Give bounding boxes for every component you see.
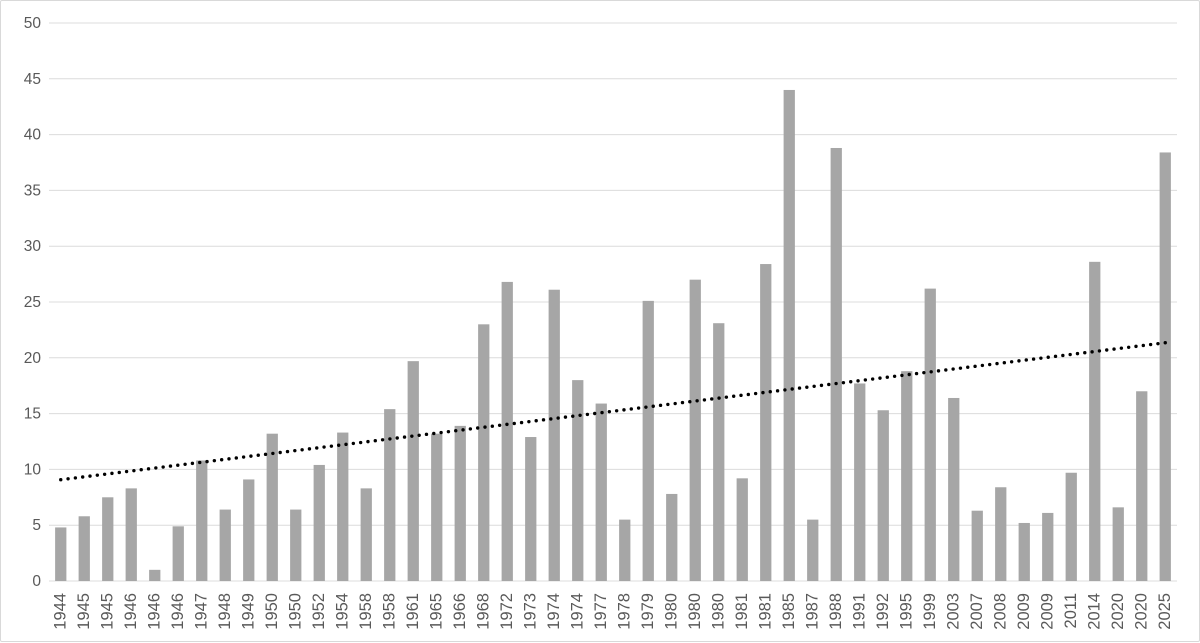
svg-text:2003: 2003	[944, 593, 962, 630]
svg-text:1945: 1945	[98, 593, 116, 630]
svg-text:25: 25	[24, 294, 41, 311]
svg-text:2020: 2020	[1109, 593, 1127, 630]
svg-text:0: 0	[32, 573, 41, 590]
svg-text:1981: 1981	[756, 593, 774, 630]
svg-text:1988: 1988	[827, 593, 845, 630]
svg-text:1954: 1954	[333, 593, 351, 630]
svg-text:1974: 1974	[545, 593, 563, 630]
svg-text:2009: 2009	[1015, 593, 1033, 630]
svg-text:1950: 1950	[286, 593, 304, 630]
svg-text:1977: 1977	[592, 593, 610, 630]
svg-text:2007: 2007	[968, 593, 986, 630]
svg-text:1966: 1966	[451, 593, 469, 630]
svg-text:2009: 2009	[1038, 593, 1056, 630]
svg-text:1949: 1949	[239, 593, 257, 630]
svg-text:1981: 1981	[733, 593, 751, 630]
svg-text:1944: 1944	[51, 593, 69, 630]
svg-text:1946: 1946	[145, 593, 163, 630]
svg-text:1947: 1947	[192, 593, 210, 630]
svg-text:1980: 1980	[709, 593, 727, 630]
svg-text:1973: 1973	[521, 593, 539, 630]
svg-text:1972: 1972	[498, 593, 516, 630]
svg-text:1985: 1985	[780, 593, 798, 630]
svg-text:2008: 2008	[991, 593, 1009, 630]
svg-text:10: 10	[24, 461, 42, 478]
svg-text:1980: 1980	[662, 593, 680, 630]
svg-text:1991: 1991	[850, 593, 868, 630]
svg-text:5: 5	[32, 517, 41, 534]
svg-text:20: 20	[24, 350, 42, 367]
svg-text:1952: 1952	[310, 593, 328, 630]
svg-text:1965: 1965	[427, 593, 445, 630]
svg-text:30: 30	[24, 238, 42, 255]
svg-text:40: 40	[24, 127, 42, 144]
svg-text:2014: 2014	[1085, 593, 1103, 630]
svg-text:2025: 2025	[1156, 593, 1174, 630]
svg-text:1961: 1961	[404, 593, 422, 630]
svg-text:1950: 1950	[263, 593, 281, 630]
svg-text:35: 35	[24, 182, 41, 199]
svg-text:2020: 2020	[1132, 593, 1150, 630]
svg-text:1946: 1946	[169, 593, 187, 630]
svg-text:45: 45	[24, 71, 41, 88]
svg-text:1946: 1946	[122, 593, 140, 630]
svg-text:1999: 1999	[921, 593, 939, 630]
svg-text:1979: 1979	[639, 593, 657, 630]
svg-text:1958: 1958	[357, 593, 375, 630]
svg-text:1968: 1968	[474, 593, 492, 630]
svg-text:1987: 1987	[803, 593, 821, 630]
svg-text:1958: 1958	[380, 593, 398, 630]
svg-text:1948: 1948	[216, 593, 234, 630]
svg-text:2011: 2011	[1062, 593, 1080, 628]
svg-text:1980: 1980	[686, 593, 704, 630]
svg-text:50: 50	[24, 15, 42, 32]
svg-text:1978: 1978	[615, 593, 633, 630]
svg-text:1995: 1995	[897, 593, 915, 630]
svg-text:1992: 1992	[874, 593, 892, 630]
svg-text:1974: 1974	[568, 593, 586, 630]
svg-text:15: 15	[24, 406, 41, 423]
svg-text:1945: 1945	[75, 593, 93, 630]
